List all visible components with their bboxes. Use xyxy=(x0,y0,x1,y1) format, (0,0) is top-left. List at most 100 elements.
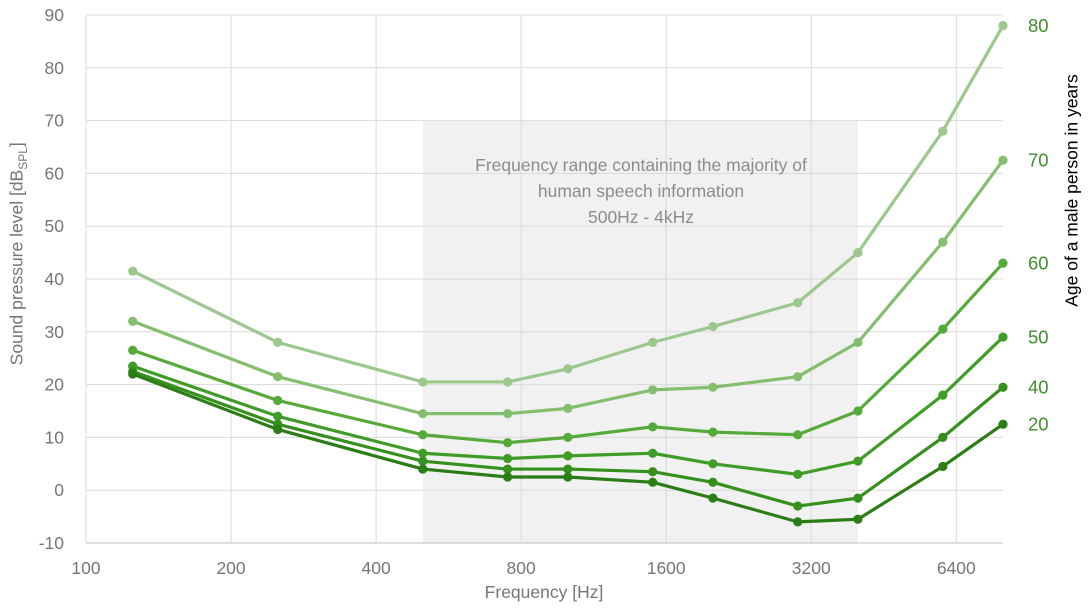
data-point xyxy=(503,464,513,474)
data-point xyxy=(998,258,1008,268)
y-tick-label: 0 xyxy=(54,480,64,500)
data-point xyxy=(793,430,803,440)
data-point xyxy=(938,126,948,136)
data-point xyxy=(648,337,658,347)
y-tick-label: 60 xyxy=(45,163,65,183)
y-tick-label: 20 xyxy=(45,375,65,395)
data-point xyxy=(418,456,428,466)
x-axis-title: Frequency [Hz] xyxy=(484,582,604,602)
data-point xyxy=(648,448,658,458)
annotation-line-1: Frequency range containing the majority … xyxy=(475,155,807,175)
data-point xyxy=(853,456,863,466)
right-axis-title: Age of a male person in years xyxy=(1061,74,1082,307)
data-point xyxy=(938,390,948,400)
data-point xyxy=(708,321,718,332)
data-point xyxy=(793,372,803,382)
data-point xyxy=(503,377,513,387)
data-point xyxy=(418,464,428,474)
data-point xyxy=(793,469,803,479)
series-50 xyxy=(128,332,1008,479)
y-tick-label: -10 xyxy=(39,533,65,553)
x-tick-label: 3200 xyxy=(792,558,831,578)
data-point xyxy=(128,345,138,355)
data-point xyxy=(853,514,863,524)
x-tick-label: 1600 xyxy=(647,558,686,578)
data-point xyxy=(998,419,1008,429)
y-tick-label: 90 xyxy=(45,5,65,25)
x-tick-label: 6400 xyxy=(937,558,976,578)
data-point xyxy=(853,493,863,503)
data-point xyxy=(418,377,428,387)
data-point xyxy=(503,438,513,448)
data-point xyxy=(708,427,718,437)
x-tick-label: 100 xyxy=(71,558,100,578)
y-tick-label: 30 xyxy=(45,322,65,342)
data-point xyxy=(128,266,138,276)
data-point xyxy=(563,364,573,374)
data-point xyxy=(418,430,428,440)
data-point xyxy=(853,248,863,258)
annotation-line-2: human speech information xyxy=(537,181,745,201)
data-point xyxy=(938,461,948,472)
data-point xyxy=(273,424,283,435)
data-point xyxy=(503,409,513,419)
data-point xyxy=(503,472,513,482)
data-point xyxy=(128,316,138,326)
series-80 xyxy=(128,20,1008,387)
data-point xyxy=(998,20,1008,31)
y-tick-label: 70 xyxy=(45,111,65,131)
data-point xyxy=(648,385,658,395)
speech-range-annotation: Frequency range containing the majority … xyxy=(431,152,851,230)
data-point xyxy=(648,422,658,432)
annotation-line-3: 500Hz - 4kHz xyxy=(587,207,694,227)
series-70 xyxy=(128,155,1008,419)
data-point xyxy=(563,451,573,461)
data-point xyxy=(998,155,1008,165)
data-point xyxy=(273,337,283,347)
data-point xyxy=(708,493,718,503)
x-tick-label: 400 xyxy=(361,558,390,578)
data-point xyxy=(938,237,948,247)
data-point xyxy=(563,464,573,474)
data-point xyxy=(563,403,573,413)
age-label-80: 80 xyxy=(1028,15,1049,36)
y-tick-label: 10 xyxy=(45,427,65,447)
data-point xyxy=(938,432,948,442)
data-point xyxy=(503,453,513,464)
age-label-60: 60 xyxy=(1028,253,1049,274)
y-tick-label: 50 xyxy=(45,216,65,236)
data-point xyxy=(708,477,718,487)
data-point xyxy=(563,432,573,442)
data-point xyxy=(853,337,863,347)
y-axis-title-subscript: SPL xyxy=(15,147,30,170)
y-tick-label: 40 xyxy=(45,269,65,289)
x-tick-label: 800 xyxy=(507,558,536,578)
data-point xyxy=(793,501,803,511)
data-point xyxy=(648,467,658,477)
data-point xyxy=(563,472,573,482)
series-20 xyxy=(128,369,1008,527)
data-point xyxy=(273,372,283,382)
x-tick-label: 200 xyxy=(216,558,245,578)
age-label-70: 70 xyxy=(1028,150,1049,171)
data-point xyxy=(793,517,803,527)
data-point xyxy=(853,406,863,416)
age-label-20: 20 xyxy=(1028,414,1049,435)
y-axis-title: Sound pressure level [dBSPL] xyxy=(6,142,30,366)
y-tick-label: 80 xyxy=(45,58,65,78)
data-point xyxy=(418,448,428,458)
age-label-40: 40 xyxy=(1028,377,1049,398)
data-point xyxy=(128,369,138,379)
data-point xyxy=(998,332,1008,342)
data-point xyxy=(648,477,658,487)
age-label-50: 50 xyxy=(1028,327,1049,348)
series-60 xyxy=(128,258,1008,448)
data-point xyxy=(273,395,283,406)
data-point xyxy=(708,382,718,392)
data-point xyxy=(938,324,948,334)
data-point xyxy=(418,409,428,419)
data-point xyxy=(708,459,718,469)
data-point xyxy=(273,411,283,421)
